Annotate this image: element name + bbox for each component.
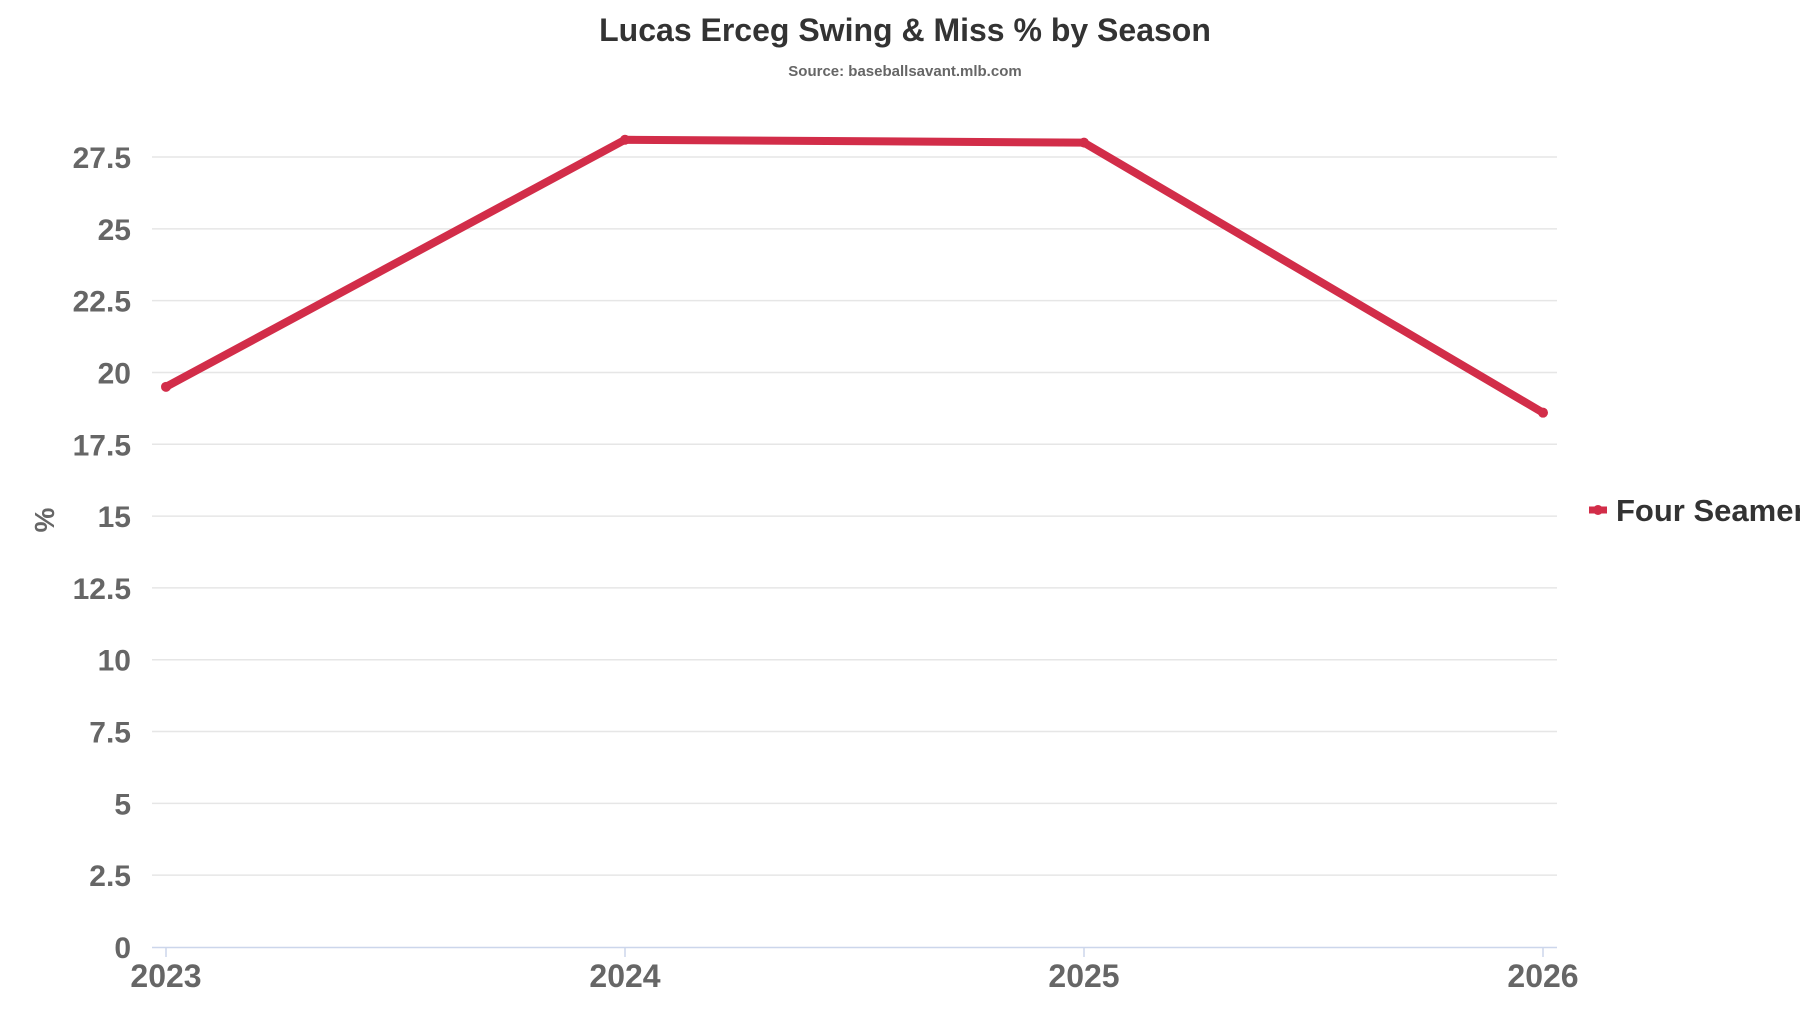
y-axis-label: %	[29, 507, 60, 532]
gridlines	[152, 156, 1557, 876]
data-point[interactable]	[161, 381, 171, 392]
chart-subtitle: Source: baseballsavant.mlb.com	[788, 63, 1021, 80]
y-tick-label: 27.5	[73, 142, 131, 175]
x-tick-label: 2024	[589, 958, 660, 994]
y-axis-ticks: 0 2.5 5 7.5 10 12.5 15 17.5 20 22.5 25 27.5	[73, 142, 131, 965]
y-tick-label: 2.5	[89, 860, 131, 893]
x-tick-label: 2025	[1048, 958, 1119, 994]
y-tick-label: 0	[114, 932, 131, 965]
y-tick-label: 15	[98, 501, 131, 534]
y-tick-label: 22.5	[73, 286, 131, 319]
x-tick-label: 2026	[1507, 958, 1578, 994]
legend-label-four-seamer[interactable]: Four Seamer	[1616, 493, 1800, 528]
chart-title: Lucas Erceg Swing & Miss % by Season	[599, 12, 1211, 48]
data-point[interactable]	[1079, 137, 1089, 148]
y-tick-label: 25	[98, 214, 131, 247]
legend[interactable]: Four Seamer	[1589, 493, 1800, 528]
data-point[interactable]	[1538, 407, 1548, 418]
y-tick-label: 10	[98, 645, 131, 678]
x-axis-ticks: 2023 2024 2025 2026	[130, 947, 1579, 994]
legend-marker-four-seamer	[1593, 505, 1603, 515]
y-tick-label: 7.5	[89, 717, 131, 750]
x-tick-label: 2023	[130, 958, 201, 994]
series-layer	[161, 134, 1548, 418]
y-tick-label: 12.5	[73, 573, 131, 606]
y-tick-label: 17.5	[73, 429, 131, 462]
y-tick-label: 20	[98, 357, 131, 390]
series-line-four-seamer[interactable]	[162, 135, 1547, 417]
data-point[interactable]	[620, 134, 630, 145]
y-tick-label: 5	[114, 788, 131, 821]
